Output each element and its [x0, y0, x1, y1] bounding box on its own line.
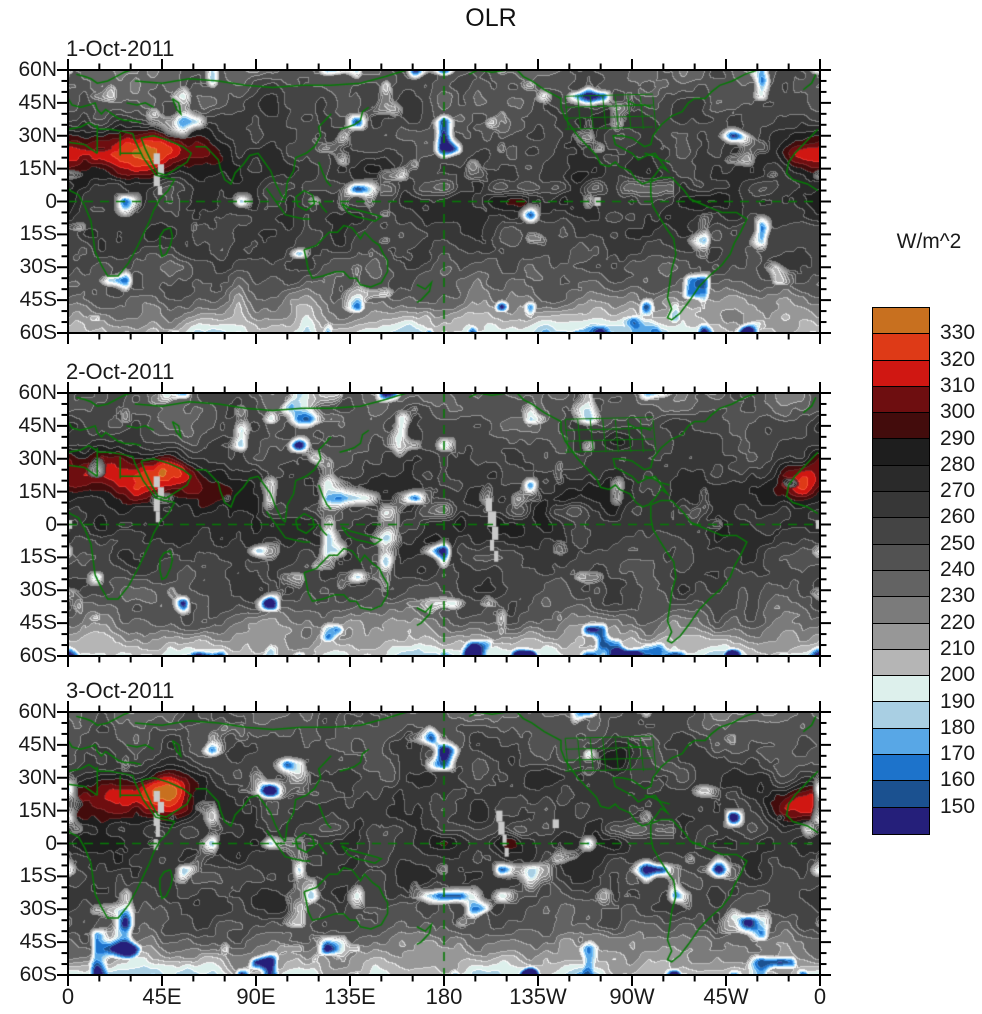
colorbar-swatch — [873, 492, 929, 519]
x-tick-label: 90W — [609, 984, 655, 1009]
colorbar-tick-label: 260 — [940, 505, 976, 529]
panel-2-date-label: 2-Oct-2011 — [66, 359, 175, 384]
colorbar-swatch — [873, 386, 929, 414]
y-tick-label: 60N — [18, 700, 57, 723]
colorbar-tick-label: 170 — [940, 742, 976, 766]
colorbar-swatch — [873, 544, 929, 571]
panel-3-date-label: 3-Oct-2011 — [66, 678, 175, 703]
y-tick-label: 30N — [18, 765, 57, 789]
colorbar-swatch — [873, 728, 929, 756]
colorbar-swatch — [873, 781, 929, 808]
y-tick-label: 60S — [19, 644, 57, 667]
colorbar-tick-label: 180 — [940, 715, 976, 739]
colorbar-swatch — [873, 597, 929, 624]
colorbar-swatch — [873, 439, 929, 466]
y-tick-label: 45N — [18, 732, 57, 756]
y-tick-label: 30S — [19, 897, 57, 921]
colorbar-tick-label: 190 — [940, 689, 976, 713]
colorbar-tick-label: 250 — [940, 531, 976, 555]
y-tick-label: 60S — [19, 321, 57, 344]
colorbar-tick-label: 230 — [940, 584, 976, 608]
colorbar-tick-label: 290 — [940, 426, 976, 450]
y-tick-label: 30S — [19, 255, 57, 279]
y-tick-label: 30N — [18, 123, 57, 147]
figure-title: OLR — [465, 4, 517, 32]
panel-2-axis-ticks — [57, 382, 831, 667]
x-tick-label: 0 — [61, 984, 75, 1009]
colorbar-swatch — [873, 413, 929, 440]
x-tick-label: 90E — [236, 984, 276, 1009]
y-tick-label: 15S — [19, 545, 57, 569]
colorbar-tick-label: 280 — [940, 452, 976, 476]
colorbar-tick-label: 220 — [940, 610, 976, 634]
y-tick-label: 60N — [18, 58, 57, 81]
x-tick-label: 180 — [425, 984, 463, 1009]
y-tick-label: 45N — [18, 90, 57, 114]
y-tick-label: 15N — [18, 479, 57, 503]
y-tick-label: 45S — [19, 288, 57, 312]
colorbar-tick-label: 300 — [940, 400, 976, 424]
colorbar-swatch — [873, 570, 929, 598]
colorbar-swatch — [873, 518, 929, 545]
y-tick-label: 30N — [18, 446, 57, 470]
y-tick-label: 15N — [18, 798, 57, 822]
y-tick-label: 30S — [19, 578, 57, 602]
y-tick-label: 0 — [45, 512, 57, 536]
colorbar-tick-label: 320 — [940, 347, 976, 371]
colorbar-tick-label: 270 — [940, 479, 976, 503]
map-panel-1 — [68, 70, 820, 333]
colorbar-tick-label: 240 — [940, 558, 976, 581]
colorbar-swatch — [873, 308, 929, 335]
colorbar — [872, 307, 930, 835]
y-tick-label: 15N — [18, 156, 57, 180]
panel-3-axis-ticks — [57, 701, 831, 986]
x-tick-label: 135W — [509, 984, 567, 1009]
y-tick-label: 15S — [19, 864, 57, 888]
colorbar-swatch — [873, 623, 929, 650]
colorbar-swatch — [873, 465, 929, 493]
map-panel-3 — [68, 712, 820, 975]
y-tick-label: 0 — [45, 831, 57, 855]
colorbar-swatch — [873, 360, 929, 387]
y-tick-label: 45S — [19, 611, 57, 635]
colorbar-tick-label: 160 — [940, 768, 976, 792]
y-tick-label: 60S — [19, 963, 57, 986]
colorbar-tick-label: 200 — [940, 663, 976, 687]
colorbar-tick-label: 210 — [940, 636, 976, 660]
x-tick-label: 135E — [324, 984, 376, 1009]
colorbar-tick-label: 150 — [940, 794, 976, 818]
x-tick-label: 45W — [703, 984, 749, 1009]
colorbar-swatch — [873, 807, 929, 834]
y-tick-label: 45N — [18, 413, 57, 437]
x-tick-label: 0 — [813, 984, 827, 1009]
colorbar-swatch — [873, 702, 929, 729]
panel-1-axis-ticks — [57, 59, 831, 344]
colorbar-swatch — [873, 334, 929, 361]
map-panel-2 — [68, 393, 820, 656]
colorbar-tick-label: 330 — [940, 321, 976, 345]
y-tick-label: 60N — [18, 381, 57, 404]
panel-1-date-label: 1-Oct-2011 — [66, 36, 175, 61]
x-tick-label: 45E — [142, 984, 182, 1009]
y-tick-label: 45S — [19, 930, 57, 954]
colorbar-unit-label: W/m^2 — [896, 230, 962, 253]
colorbar-swatch — [873, 755, 929, 782]
colorbar-swatch — [873, 649, 929, 677]
y-tick-label: 15S — [19, 222, 57, 246]
y-tick-label: 0 — [45, 189, 57, 213]
colorbar-swatch — [873, 676, 929, 703]
colorbar-tick-label: 310 — [940, 373, 976, 397]
